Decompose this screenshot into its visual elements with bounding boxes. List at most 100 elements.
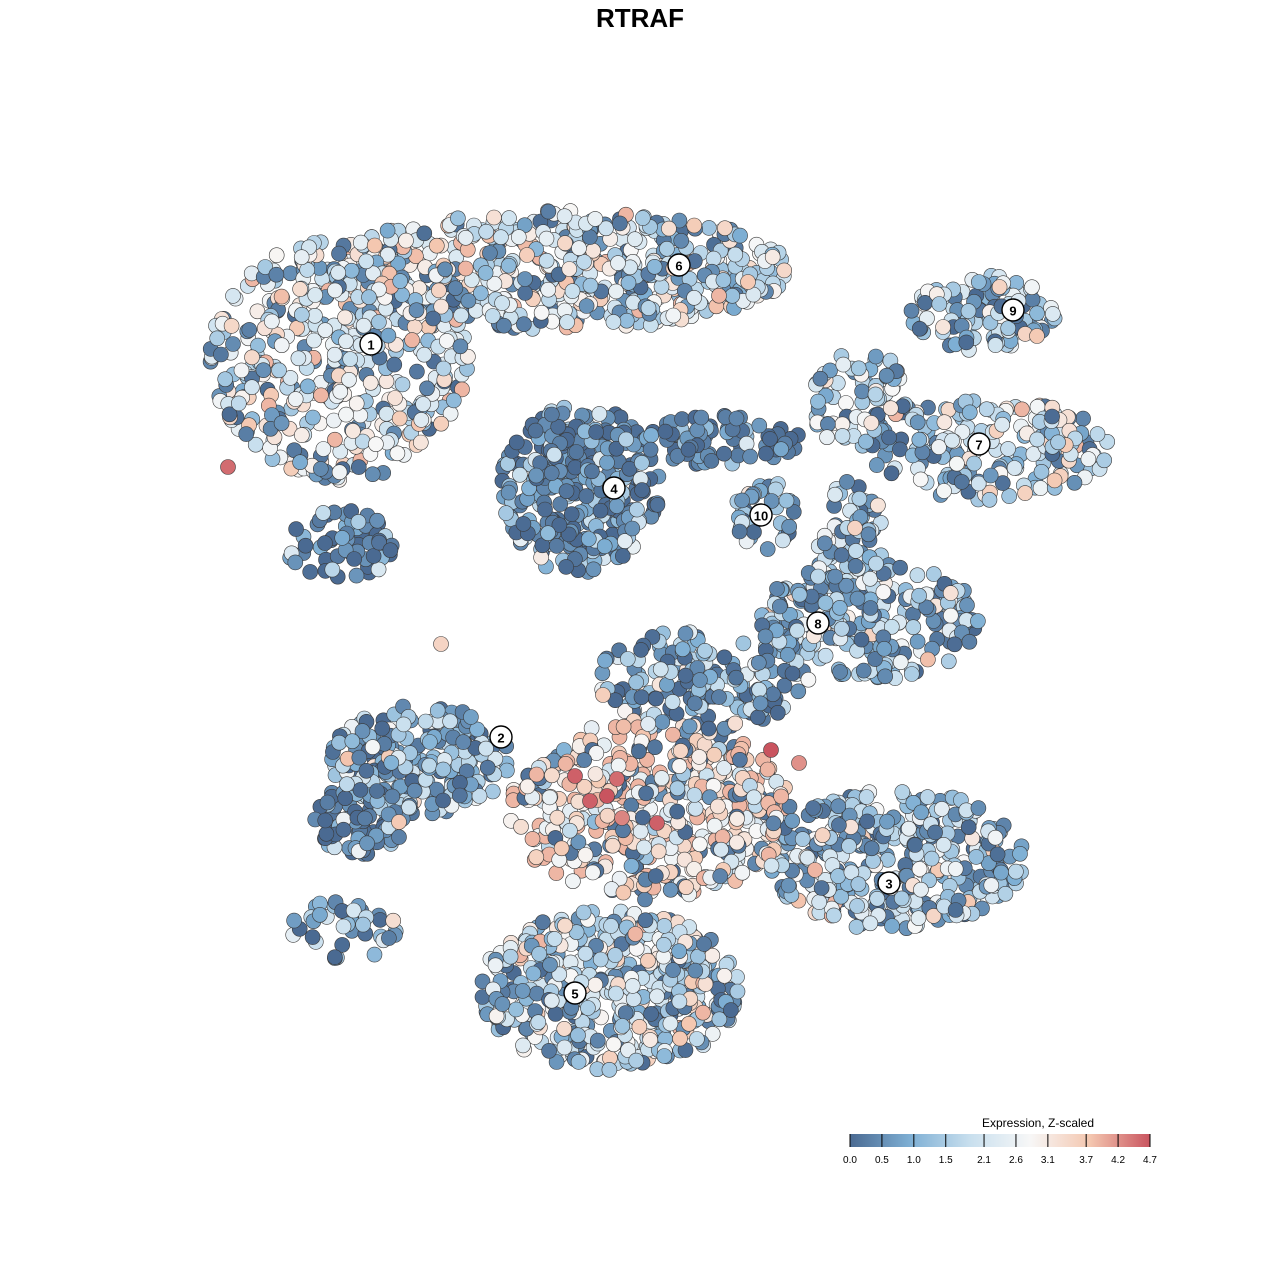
cluster-label-6: 6 [667, 253, 691, 277]
cell-point [771, 598, 788, 615]
cell-point [324, 561, 341, 578]
cell-point [624, 978, 641, 994]
cell-point [863, 415, 880, 431]
cell-point [900, 820, 917, 837]
cell-point [831, 599, 848, 616]
cell-point [642, 1032, 659, 1048]
cell-point [665, 962, 681, 978]
cell-point [935, 319, 951, 335]
cell-point [453, 307, 469, 324]
cell-point [700, 720, 717, 737]
cell-point [543, 992, 560, 1009]
cell-point [313, 387, 329, 404]
cell-point [678, 879, 694, 896]
colorbar-legend: Expression, Z-scaled 0.0 0.5 1.0 1.5 2.1 2.6 3… [843, 1116, 1157, 1166]
cell-point [832, 664, 848, 680]
cell-point [705, 250, 722, 267]
cell-point [361, 289, 377, 306]
cell-point [997, 885, 1014, 902]
cell-point [307, 287, 324, 303]
cell-point [382, 542, 399, 559]
cluster-label-circle [1001, 298, 1025, 322]
cell-point [416, 225, 433, 242]
cell-point [987, 829, 1004, 846]
cell-point [608, 283, 624, 300]
cell-point [909, 414, 926, 431]
cell-point [326, 346, 343, 363]
cell-point [391, 410, 408, 427]
cell-point [953, 474, 970, 490]
cell-point [348, 395, 365, 412]
cell-point [584, 463, 600, 480]
cell-point [538, 230, 555, 247]
cell-point [257, 259, 274, 275]
cell-point [334, 937, 351, 953]
cell-point [563, 506, 580, 522]
cell-point [318, 825, 335, 842]
cell-point [378, 405, 395, 422]
points-layer [202, 203, 1115, 1078]
cell-point [516, 316, 532, 333]
cell-point [596, 538, 613, 555]
cell-point [919, 789, 936, 805]
cell-point [642, 441, 659, 458]
cell-point [538, 252, 555, 269]
cell-point [450, 210, 466, 227]
cell-point [633, 689, 650, 706]
cell-point [674, 411, 690, 427]
cell-point [791, 586, 808, 603]
cell-point [784, 665, 801, 682]
cell-point [961, 404, 978, 421]
cell-point [799, 849, 816, 866]
cell-point [931, 296, 948, 312]
cell-point [533, 304, 550, 321]
cell-point [686, 289, 702, 306]
cell-point [727, 715, 744, 732]
cluster-label-circle [806, 611, 830, 635]
cell-point [1008, 863, 1024, 880]
cell-point [404, 332, 420, 348]
cell-point [710, 798, 726, 815]
colorbar-tick-label: 2.1 [977, 1155, 991, 1166]
cell-point [920, 651, 936, 668]
cell-point [960, 303, 977, 319]
cell-point [352, 234, 369, 251]
cell-point [335, 918, 352, 935]
cell-point [556, 1021, 573, 1037]
cell-point [415, 396, 431, 412]
cell-point [1044, 408, 1060, 425]
cell-point [352, 782, 369, 798]
cell-point [380, 327, 397, 344]
cell-point [925, 566, 942, 582]
cell-point [343, 262, 360, 279]
cell-point [580, 1000, 596, 1016]
cell-point [549, 809, 566, 826]
cell-point [671, 943, 687, 960]
cell-point [706, 817, 723, 834]
cell-point [981, 491, 998, 508]
cell-point [643, 427, 660, 444]
cell-point [867, 386, 884, 403]
cell-point [233, 362, 250, 379]
chart-title: RTRAF [595, 3, 685, 33]
cell-point [273, 415, 290, 432]
cell-point [299, 378, 316, 395]
cell-point [595, 687, 611, 703]
cell-point [345, 423, 361, 439]
cell-point [608, 440, 625, 457]
cell-point [727, 246, 744, 263]
cell-point [762, 431, 778, 447]
cell-point [544, 767, 560, 784]
cell-point [636, 839, 652, 856]
cell-point [366, 946, 383, 963]
cell-point [479, 759, 496, 776]
cell-point [647, 739, 663, 756]
cell-point [687, 800, 704, 817]
cell-point [1014, 401, 1030, 418]
cell-point [327, 949, 343, 966]
cell-point [513, 818, 529, 835]
cell-point [567, 768, 583, 784]
cell-point [365, 265, 381, 282]
cell-point [1029, 305, 1045, 322]
colorbar-tick-label: 1.0 [907, 1155, 921, 1166]
